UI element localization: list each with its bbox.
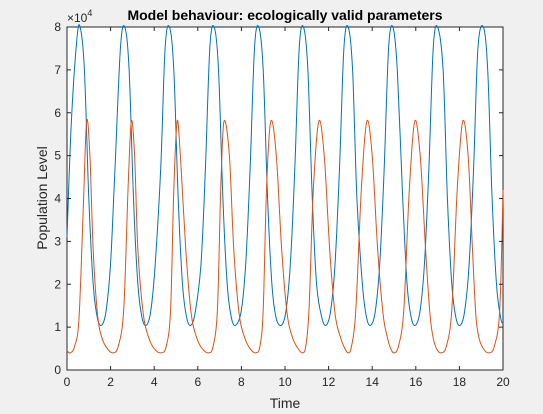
x-tick-label: 8 — [238, 375, 245, 389]
series-line-2 — [66, 118, 504, 354]
x-axis-label: Time — [270, 395, 301, 411]
y-exponent-label: ×104 — [67, 8, 92, 25]
series-layer — [66, 24, 504, 354]
x-tick-label: 14 — [366, 375, 380, 389]
y-tick-label: 8 — [54, 20, 61, 34]
y-tick-label: 6 — [54, 106, 61, 120]
y-tick-label: 7 — [54, 63, 61, 77]
chart-title: Model behaviour: ecologically valid para… — [127, 7, 442, 23]
y-exponent-base: ×10 — [67, 11, 88, 25]
series-line-1 — [66, 24, 504, 327]
x-tick-label: 0 — [64, 375, 71, 389]
y-tick-label: 4 — [54, 192, 61, 206]
y-tick-label: 2 — [54, 277, 61, 291]
x-tick-label: 12 — [322, 375, 336, 389]
y-tick-label: 5 — [54, 149, 61, 163]
y-tick-label: 1 — [54, 320, 61, 334]
y-exponent-power: 4 — [87, 8, 92, 18]
x-tick-label: 16 — [409, 375, 423, 389]
x-tick-label: 4 — [151, 375, 158, 389]
y-tick-label: 0 — [54, 363, 61, 377]
x-tick-label: 18 — [453, 375, 467, 389]
x-tick-label: 6 — [194, 375, 201, 389]
y-axis-label: Population Level — [34, 146, 50, 250]
x-tick-label: 2 — [107, 375, 114, 389]
x-tick-label: 10 — [278, 375, 292, 389]
y-tick-label: 3 — [54, 234, 61, 248]
x-tick-label: 20 — [496, 375, 510, 389]
